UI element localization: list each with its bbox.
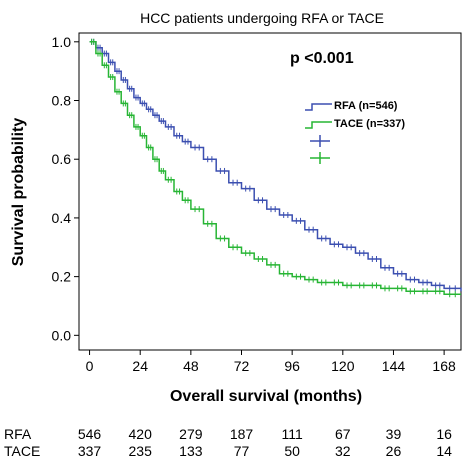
risk-table-cell: 14	[436, 443, 452, 459]
x-tick-label: 48	[183, 358, 199, 374]
series-layer	[89, 38, 462, 298]
risk-table-row-label: RFA	[4, 426, 32, 442]
y-axis-label: Survival probability	[10, 118, 27, 267]
risk-table-cell: 420	[129, 426, 153, 442]
x-axis-label: Overall survival (months)	[170, 388, 362, 405]
legend-tace-label: TACE (n=337)	[334, 118, 405, 130]
risk-table-cell: 235	[129, 443, 153, 459]
rfa-survival-curve	[89, 41, 462, 292]
chart-title: HCC patients undergoing RFA or TACE	[140, 10, 384, 26]
x-tick-label: 96	[284, 358, 300, 374]
x-tick-label: 144	[382, 358, 406, 374]
x-tick-label: 72	[234, 358, 250, 374]
y-tick-label: 0.8	[52, 93, 72, 109]
y-tick-label: 0.4	[52, 210, 72, 226]
plot-frame	[78, 32, 462, 351]
risk-table-cell: 16	[436, 426, 452, 442]
risk-table-cell: 26	[386, 443, 402, 459]
risk-table-cell: 337	[78, 443, 102, 459]
risk-table-cell: 133	[179, 443, 203, 459]
legend-tace-swatch	[305, 121, 332, 129]
risk-table-cell: 32	[335, 443, 351, 459]
legend-rfa-label: RFA (n=546)	[334, 100, 398, 112]
x-tick-label: 24	[132, 358, 148, 374]
x-tick-label: 0	[86, 358, 94, 374]
risk-table-cell: 111	[282, 426, 303, 442]
y-tick-label: 0.0	[52, 327, 72, 343]
x-tick-label: 168	[432, 358, 456, 374]
p-value-annotation: p <0.001	[290, 50, 354, 67]
legend-tace-censor-marker	[310, 152, 330, 164]
legend-rfa-censor-marker	[310, 135, 330, 147]
risk-table-cell: 279	[179, 426, 203, 442]
risk-table-cell: 77	[234, 443, 250, 459]
y-axis: 0.0 0.2 0.4 0.6 0.8 1.0	[52, 34, 79, 343]
risk-table-cell: 39	[386, 426, 402, 442]
y-tick-label: 0.6	[52, 151, 72, 167]
y-tick-label: 0.2	[52, 269, 72, 285]
risk-table-cell: 50	[284, 443, 300, 459]
plot-area	[78, 32, 462, 351]
risk-table-cell: 546	[78, 426, 102, 442]
rfa-censor-marks	[91, 38, 456, 292]
tace-censor-marks	[91, 38, 456, 298]
x-tick-label: 120	[331, 358, 355, 374]
risk-table: RFA 546 420 279 187 111 67 39 16 TACE 337 235 133 77 5…	[4, 426, 452, 459]
y-tick-label: 1.0	[52, 34, 72, 50]
tace-survival-curve	[89, 41, 461, 295]
x-axis: 0 24 48 72 96 120 144 168	[86, 350, 456, 374]
legend-rfa-swatch	[305, 103, 332, 111]
risk-table-cell: 187	[230, 426, 254, 442]
legend: RFA (n=546) TACE (n=337)	[305, 100, 405, 164]
risk-table-row-label: TACE	[4, 443, 40, 459]
risk-table-cell: 67	[335, 426, 351, 442]
